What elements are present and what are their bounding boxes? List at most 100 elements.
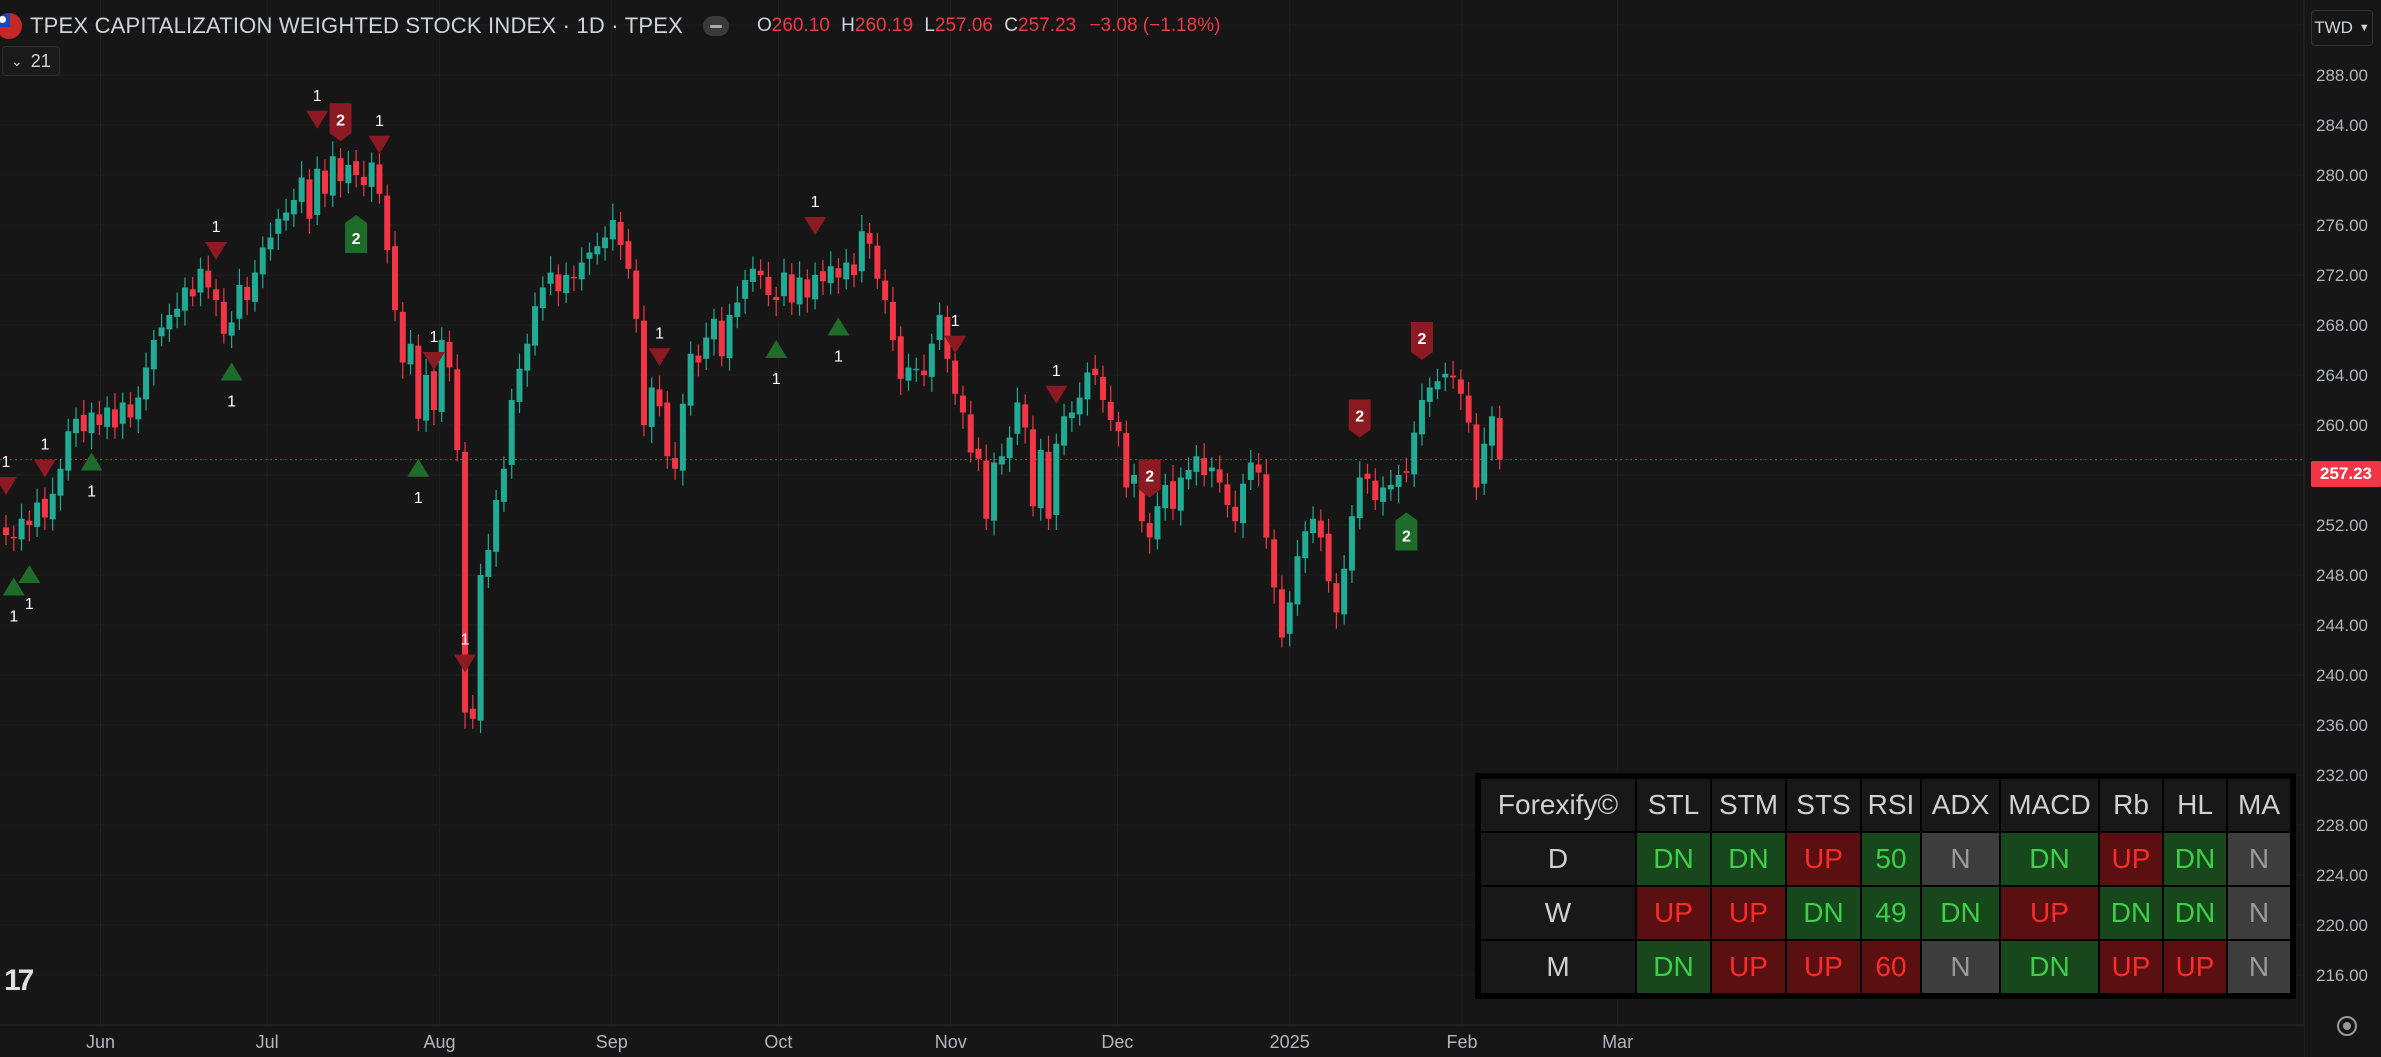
candle-body xyxy=(1053,443,1060,515)
last-price-label: 257.23 xyxy=(2311,461,2381,487)
x-tick-label: Feb xyxy=(1446,1032,1477,1052)
collapse-legend-button[interactable] xyxy=(702,16,729,36)
candle-body xyxy=(1278,589,1285,638)
y-tick-label: 216.00 xyxy=(2316,966,2368,985)
signal-down-arrow xyxy=(422,352,445,370)
low-value: 257.06 xyxy=(934,15,994,36)
indicator-legend-toggle[interactable]: ⌄ 21 xyxy=(2,46,60,76)
candle-body xyxy=(967,414,974,453)
open-value: 260.10 xyxy=(771,15,830,36)
candle-body xyxy=(1061,416,1068,446)
chevron-down-icon: ⌄ xyxy=(11,52,23,69)
candle-body xyxy=(1084,372,1091,400)
signal-label: 1 xyxy=(1526,0,1535,4)
candle-body xyxy=(3,527,9,535)
signal-cell: UP xyxy=(2100,833,2162,885)
signal-cell: N xyxy=(1922,941,1999,993)
signal-cell: DN xyxy=(2100,887,2162,939)
forexify-table: Forexify© STL STM STS RSI ADX MACD Rb HL… xyxy=(1475,773,2296,999)
signal-label: 1 xyxy=(1666,0,1675,4)
signal-down-arrow xyxy=(368,135,391,154)
x-tick-label: Mar xyxy=(1602,1032,1633,1052)
signal-label: 2 xyxy=(336,112,345,129)
candle-body xyxy=(679,403,686,471)
candle-body xyxy=(181,287,188,311)
symbol-title[interactable]: TPEX CAPITALIZATION WEIGHTED STOCK INDEX… xyxy=(30,13,683,38)
signal-down-arrow xyxy=(944,335,967,354)
signal-cell: UP xyxy=(2100,941,2162,993)
signal-label: 2 xyxy=(1355,409,1364,426)
signal-label: 1 xyxy=(227,394,236,411)
candle-body xyxy=(1076,397,1083,415)
time-axis xyxy=(0,1025,2304,1057)
settings-gear-icon[interactable] xyxy=(2337,1016,2357,1036)
signal-label: 2 xyxy=(1418,331,1427,348)
candle-body xyxy=(275,218,282,234)
candle-body xyxy=(1107,401,1114,420)
indicator-count: 21 xyxy=(30,50,51,71)
candle-body xyxy=(244,286,251,300)
forexify-title: Forexify© xyxy=(1481,779,1635,831)
taiwan-flag-icon xyxy=(0,13,22,39)
signal-label: 1 xyxy=(461,632,470,649)
timeframe-label: M xyxy=(1481,941,1635,993)
currency-selector[interactable]: TWD ▼ xyxy=(2311,10,2373,46)
signal-down-arrow xyxy=(0,477,17,495)
candle-body xyxy=(1162,485,1169,509)
signal-cell: UP xyxy=(1712,941,1785,993)
candle-body xyxy=(1348,516,1355,571)
candle-body xyxy=(991,462,998,521)
currency-label: TWD xyxy=(2314,18,2353,37)
candle-body xyxy=(1426,387,1433,402)
candle-body xyxy=(1310,518,1317,534)
tradingview-logo-icon[interactable]: 17 xyxy=(4,964,34,997)
candle-body xyxy=(617,221,624,245)
candle-body xyxy=(1372,480,1379,500)
candle-body xyxy=(547,272,554,284)
y-tick-label: 224.00 xyxy=(2316,866,2368,885)
candle-body xyxy=(1457,379,1464,394)
candle-body xyxy=(882,280,889,300)
candle-body xyxy=(119,402,126,424)
candle-body xyxy=(1333,583,1340,613)
candle-body xyxy=(1325,533,1332,582)
col-header: STL xyxy=(1637,779,1710,831)
candle-body xyxy=(454,369,461,450)
signal-label: 1 xyxy=(951,313,960,330)
candle-body xyxy=(399,311,406,363)
candle-body xyxy=(710,318,717,340)
signal-down-flag xyxy=(1348,399,1371,438)
signal-down-arrow xyxy=(1045,385,1068,404)
signal-label: 1 xyxy=(1721,0,1730,4)
candle-body xyxy=(360,176,367,185)
candle-body xyxy=(1201,458,1208,475)
candle-body xyxy=(672,458,679,469)
candle-body xyxy=(392,246,398,310)
candle-body xyxy=(812,275,819,300)
signal-cell: UP xyxy=(1637,887,1710,939)
candle-body xyxy=(773,296,780,300)
candle-body xyxy=(889,301,896,340)
signal-down-arrow xyxy=(205,242,228,260)
signal-cell: DN xyxy=(1922,887,1999,939)
candle-body xyxy=(314,168,321,215)
candle-body xyxy=(166,315,173,330)
signal-down-flag xyxy=(329,103,352,142)
candle-body xyxy=(905,367,912,381)
x-tick-label: Nov xyxy=(935,1032,967,1052)
candle-body xyxy=(1294,556,1301,605)
signal-up-arrow xyxy=(765,340,788,358)
candle-body xyxy=(578,262,585,280)
candle-body xyxy=(469,708,476,719)
candle-body xyxy=(1232,506,1239,522)
signal-label: 1 xyxy=(9,609,18,626)
signal-down-arrow xyxy=(804,217,827,235)
candle-body xyxy=(563,275,570,294)
candle-body xyxy=(726,315,733,359)
candle-body xyxy=(687,353,694,406)
candle-body xyxy=(197,268,204,293)
candle-body xyxy=(1099,376,1106,400)
signal-label: 2 xyxy=(1589,0,1598,4)
candle-body xyxy=(633,270,640,319)
